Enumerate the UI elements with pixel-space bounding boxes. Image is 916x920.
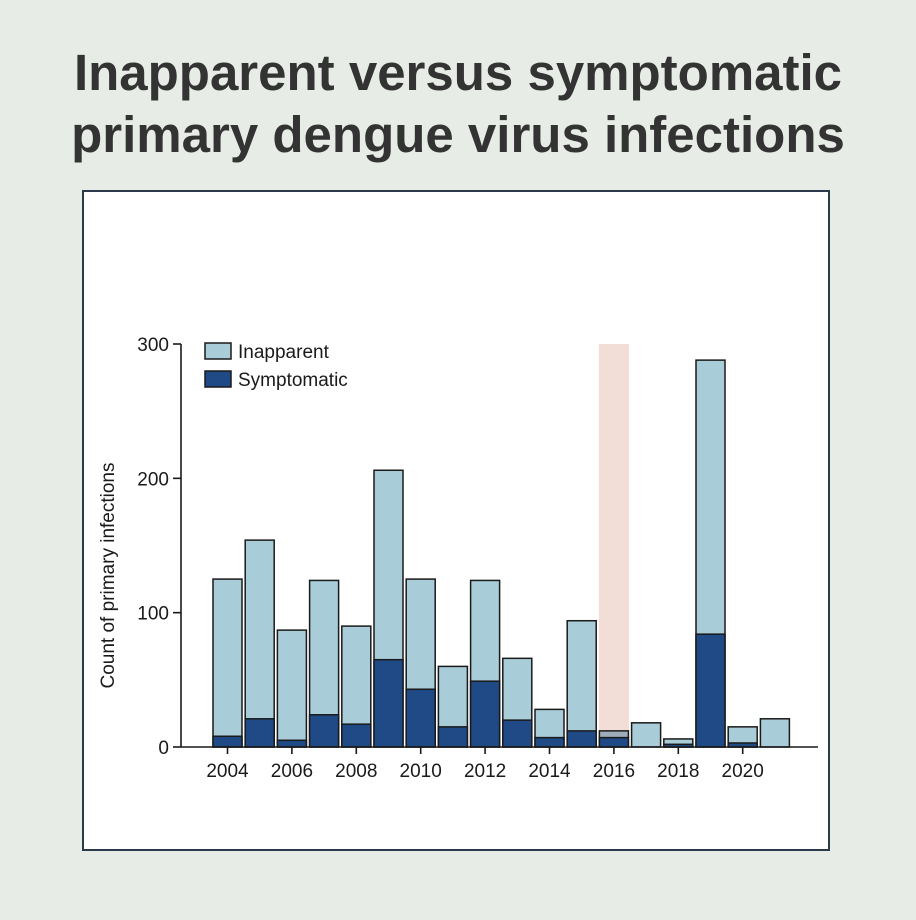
bar-symptomatic-2012 bbox=[469, 680, 501, 748]
bar-symptomatic-2005 bbox=[244, 718, 275, 748]
bar-symptomatic-2011 bbox=[437, 726, 469, 748]
bar-symptomatic-2013 bbox=[502, 719, 533, 748]
legend-swatch-inapparent bbox=[204, 342, 232, 360]
x-tick-label-2012: 2012 bbox=[464, 761, 506, 782]
chart-panel: Count of primary infections 0 100 200 300 20… bbox=[82, 190, 830, 851]
bar-symptomatic-2010 bbox=[405, 688, 436, 748]
x-tick-label-2016: 2016 bbox=[593, 761, 635, 782]
y-tick-label-300: 300 bbox=[137, 335, 169, 356]
legend-swatch-symptomatic bbox=[204, 370, 232, 388]
x-tick-label-2008: 2008 bbox=[335, 761, 377, 782]
bar-inapparent-2021 bbox=[759, 718, 791, 748]
bar-inapparent-2006 bbox=[276, 629, 308, 748]
highlight-band-layer bbox=[598, 344, 629, 747]
bar-symptomatic-2016 bbox=[598, 736, 630, 748]
bar-symptomatic-2015 bbox=[566, 730, 597, 748]
legend: Inapparent Symptomatic bbox=[204, 342, 348, 391]
y-tick-label-200: 200 bbox=[137, 469, 169, 490]
stacked-bar-chart: Count of primary infections 0 100 200 300 20… bbox=[98, 335, 818, 782]
title-line-2: primary dengue virus infections bbox=[71, 106, 845, 163]
bar-inapparent-2017 bbox=[630, 722, 662, 748]
x-tick-label-2004: 2004 bbox=[206, 761, 249, 782]
x-tick-label-2006: 2006 bbox=[271, 761, 313, 782]
x-tick-label-2010: 2010 bbox=[400, 761, 442, 782]
bar-symptomatic-2006 bbox=[276, 739, 308, 748]
y-tick-label-0: 0 bbox=[158, 738, 169, 759]
x-tick-label-2014: 2014 bbox=[528, 761, 571, 782]
page-title: Inapparent versus symptomatic primary de… bbox=[0, 42, 916, 166]
bar-symptomatic-2008 bbox=[341, 723, 372, 748]
highlight-band-2016 bbox=[598, 344, 629, 747]
bar-symptomatic-2009 bbox=[373, 658, 404, 748]
bar-layer bbox=[212, 359, 791, 748]
bar-inapparent-2005 bbox=[244, 539, 275, 748]
y-tick-label-100: 100 bbox=[137, 604, 169, 625]
bar-inapparent-2004 bbox=[212, 578, 243, 748]
bar-inapparent-2015 bbox=[566, 619, 597, 748]
bar-symptomatic-2007 bbox=[308, 714, 340, 748]
x-tick-label-2018: 2018 bbox=[657, 761, 699, 782]
legend-label-symptomatic: Symptomatic bbox=[238, 370, 348, 391]
x-tick-label-2020: 2020 bbox=[722, 761, 764, 782]
bar-symptomatic-2004 bbox=[212, 735, 243, 748]
title-line-1: Inapparent versus symptomatic bbox=[73, 44, 843, 101]
axis-layer: Count of primary infections 0 100 200 300 20… bbox=[98, 335, 818, 782]
y-axis-label: Count of primary infections bbox=[98, 463, 119, 689]
legend-label-inapparent: Inapparent bbox=[238, 342, 330, 363]
bar-symptomatic-2014 bbox=[534, 736, 565, 748]
bar-symptomatic-2019 bbox=[695, 633, 726, 748]
